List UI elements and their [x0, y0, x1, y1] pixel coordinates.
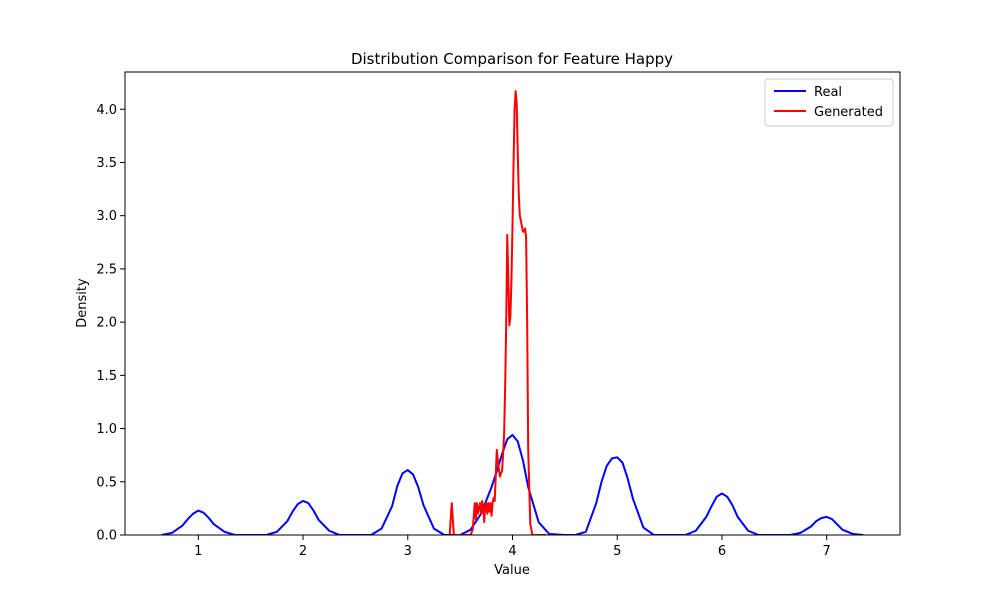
- legend-label-real: Real: [814, 85, 842, 100]
- series-line-generated: [448, 90, 547, 535]
- y-tick-label: 0.5: [96, 475, 117, 490]
- x-tick-label: 2: [299, 544, 307, 559]
- series-layer: [161, 90, 864, 535]
- y-tick-label: 2.0: [96, 316, 117, 331]
- x-tick-label: 7: [823, 544, 831, 559]
- series-line-real: [161, 433, 864, 535]
- legend-label-generated: Generated: [814, 105, 883, 120]
- chart-title: Distribution Comparison for Feature Happ…: [351, 50, 673, 68]
- x-tick-label: 5: [613, 544, 621, 559]
- y-tick-label: 4.0: [96, 103, 117, 118]
- y-tick-label: 3.5: [96, 156, 117, 171]
- y-tick-label: 1.0: [96, 422, 117, 437]
- x-tick-label: 3: [404, 544, 412, 559]
- x-tick-label: 1: [194, 544, 202, 559]
- legend: Real Generated: [764, 78, 894, 127]
- x-axis-label: Value: [494, 563, 530, 578]
- y-tick-label: 0.0: [96, 529, 117, 544]
- y-tick-label: 3.0: [96, 209, 117, 224]
- x-tick-label: 6: [718, 544, 726, 559]
- x-tick-label: 4: [508, 544, 516, 559]
- y-tick-label: 2.5: [96, 262, 117, 277]
- x-axis-ticks: 1 2 3 4 5 6 7: [194, 535, 831, 559]
- y-axis-label: Density: [75, 278, 90, 328]
- y-axis-ticks: 0.0 0.5 1.0 1.5 2.0 2.5 3.0 3.5 4.0: [96, 103, 125, 544]
- y-tick-label: 1.5: [96, 369, 117, 384]
